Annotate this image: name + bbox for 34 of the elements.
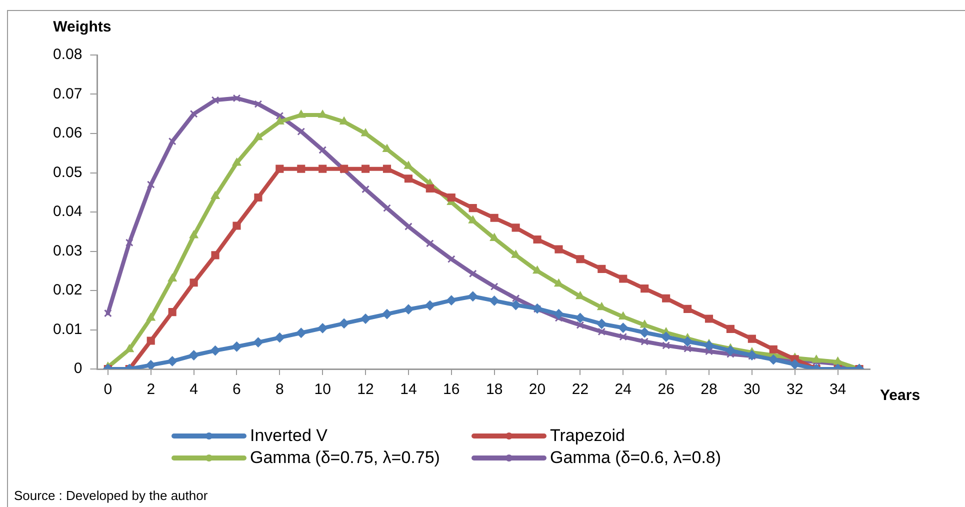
x-tick-label: 10 <box>314 381 331 398</box>
x-tick-label: 4 <box>190 381 198 398</box>
y-tick-label: 0.07 <box>52 85 82 102</box>
x-tick-label: 30 <box>744 381 760 398</box>
x-tick-label: 18 <box>486 381 503 398</box>
y-tick-label: 0.02 <box>52 282 82 299</box>
x-tick-label: 22 <box>572 381 589 398</box>
y-tick-label: 0.01 <box>52 320 82 338</box>
x-tick-label: 12 <box>357 381 374 398</box>
legend-label: Gamma (δ=0.6, λ=0.8) <box>550 448 722 468</box>
legend-label: Inverted V <box>250 426 328 446</box>
x-tick-label: 32 <box>786 381 804 398</box>
y-tick-label: 0.03 <box>52 242 82 260</box>
legend-label: Gamma (δ=0.75, λ=0.75) <box>250 448 440 468</box>
y-axis-title: Weights <box>53 18 112 36</box>
x-tick-label: 28 <box>700 381 718 398</box>
x-tick-label: 20 <box>528 381 546 398</box>
legend-label: Trapezoid <box>550 426 625 446</box>
x-tick-label: 0 <box>104 381 112 398</box>
source-note: Source : Developed by the author <box>14 488 208 503</box>
y-tick-label: 0.06 <box>52 124 82 142</box>
x-tick-label: 6 <box>232 381 241 398</box>
x-tick-label: 34 <box>829 381 846 398</box>
y-tick-label: 0 <box>74 360 82 378</box>
x-tick-label: 24 <box>614 381 632 398</box>
x-axis-title: Years <box>880 387 920 404</box>
x-tick-label: 14 <box>400 381 417 398</box>
x-tick-label: 26 <box>658 381 674 398</box>
x-tick-label: 2 <box>146 381 156 398</box>
x-tick-label: 16 <box>443 381 460 398</box>
y-tick-label: 0.04 <box>52 203 82 220</box>
y-tick-label: 0.08 <box>52 46 82 64</box>
x-tick-label: 8 <box>275 381 284 398</box>
y-tick-label: 0.05 <box>52 164 82 181</box>
